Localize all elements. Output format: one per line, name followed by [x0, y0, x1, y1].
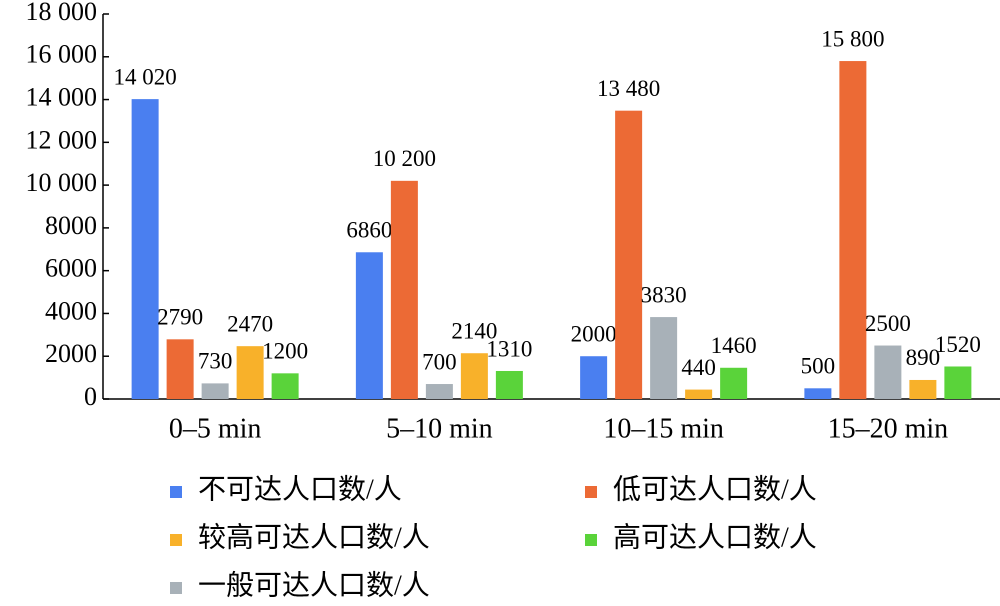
legend-label: 不可达人口数/人 [198, 473, 402, 505]
bar [460, 353, 488, 399]
bar [804, 388, 832, 399]
y-tick-label: 6000 [45, 254, 97, 283]
legend-swatch [170, 534, 182, 546]
bar [615, 110, 643, 399]
value-label: 10 200 [373, 146, 436, 171]
y-tick-label: 16 000 [26, 40, 98, 69]
bar [839, 61, 867, 400]
y-tick-label: 2000 [45, 339, 97, 368]
bar [236, 346, 264, 399]
bar [390, 180, 418, 399]
value-label: 2790 [157, 305, 203, 330]
legend-swatch [585, 534, 597, 546]
legend-label: 一般可达人口数/人 [198, 569, 430, 601]
legend-swatch [170, 486, 182, 498]
bar [909, 379, 937, 399]
bar [425, 384, 453, 399]
value-label: 1200 [262, 339, 308, 364]
value-label: 3830 [641, 282, 687, 307]
value-label: 890 [906, 345, 941, 370]
bar [131, 99, 159, 399]
bar [685, 389, 713, 399]
bar [944, 366, 972, 399]
legend-swatch [585, 486, 597, 498]
value-label: 730 [198, 349, 233, 374]
value-label: 1460 [711, 333, 757, 358]
bar [495, 370, 523, 399]
x-tick-label: 10–15 min [603, 413, 724, 444]
bar [720, 367, 748, 399]
y-tick-label: 0 [84, 382, 97, 411]
bar [650, 317, 678, 399]
value-label: 13 480 [597, 76, 660, 101]
legend-label: 低可达人口数/人 [613, 473, 817, 505]
bar [580, 356, 608, 399]
legend-swatch [170, 582, 182, 594]
value-label: 2140 [451, 319, 497, 344]
value-label: 1520 [935, 332, 981, 357]
value-label: 500 [801, 354, 836, 379]
value-label: 6860 [346, 218, 392, 243]
bar [271, 373, 299, 399]
bar [166, 339, 194, 399]
x-tick-label: 0–5 min [169, 413, 262, 444]
value-label: 2000 [571, 322, 617, 347]
y-tick-label: 8000 [45, 211, 97, 240]
value-label: 1310 [486, 336, 532, 361]
y-tick-label: 18 000 [26, 0, 98, 26]
x-tick-label: 5–10 min [386, 413, 493, 444]
value-label: 2500 [865, 311, 911, 336]
value-label: 440 [681, 355, 716, 380]
value-label: 2470 [227, 311, 273, 336]
y-tick-label: 12 000 [26, 125, 98, 154]
bar [874, 345, 902, 399]
value-label: 700 [422, 349, 457, 374]
y-tick-label: 14 000 [26, 83, 98, 112]
value-label: 14 020 [114, 64, 177, 89]
bar [355, 252, 383, 399]
x-tick-label: 15–20 min [828, 413, 949, 444]
y-tick-label: 10 000 [26, 168, 98, 197]
legend-label: 高可达人口数/人 [613, 521, 817, 553]
bar [201, 383, 229, 399]
y-tick-label: 4000 [45, 296, 97, 325]
value-label: 15 800 [821, 26, 884, 51]
legend-label: 较高可达人口数/人 [198, 521, 430, 553]
